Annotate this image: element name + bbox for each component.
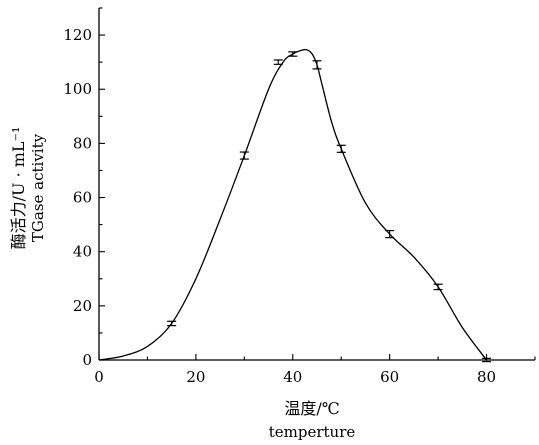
x-tick-label: 0 [94, 368, 104, 386]
y-tick-label: 60 [73, 189, 92, 207]
data-point [336, 144, 346, 153]
x-tick-label: 80 [477, 368, 496, 386]
data-point [167, 320, 177, 327]
axes [98, 8, 535, 361]
y-tick-label: 80 [73, 134, 92, 152]
data-point [433, 283, 443, 291]
y-tick-label: 100 [63, 80, 92, 98]
data-point [239, 151, 249, 160]
x-axis-label-english: temperture [269, 423, 356, 441]
data-points [167, 51, 492, 363]
x-tick-label: 60 [380, 368, 399, 386]
fitted-curve [98, 48, 488, 361]
data-point [482, 357, 492, 363]
data-point [385, 229, 395, 239]
x-tick-label: 40 [283, 368, 302, 386]
x-axis-label: 温度/℃ [284, 399, 339, 418]
x-tick-label: 20 [186, 368, 205, 386]
y-tick-label: 120 [63, 26, 92, 44]
tick-labels: 0 20 40 60 80 100 120 0 20 40 60 80 [63, 26, 496, 386]
y-axis-label-english: TGase activity [29, 133, 47, 242]
y-tick-label: 20 [73, 297, 92, 315]
y-tick-label: 40 [73, 243, 92, 261]
y-tick-label: 0 [82, 351, 92, 369]
y-axis-label: 酶活力/U · mL⁻¹ [9, 127, 28, 250]
data-point [273, 59, 283, 65]
ticks [98, 7, 536, 361]
data-point [288, 51, 298, 57]
data-point [312, 60, 322, 70]
